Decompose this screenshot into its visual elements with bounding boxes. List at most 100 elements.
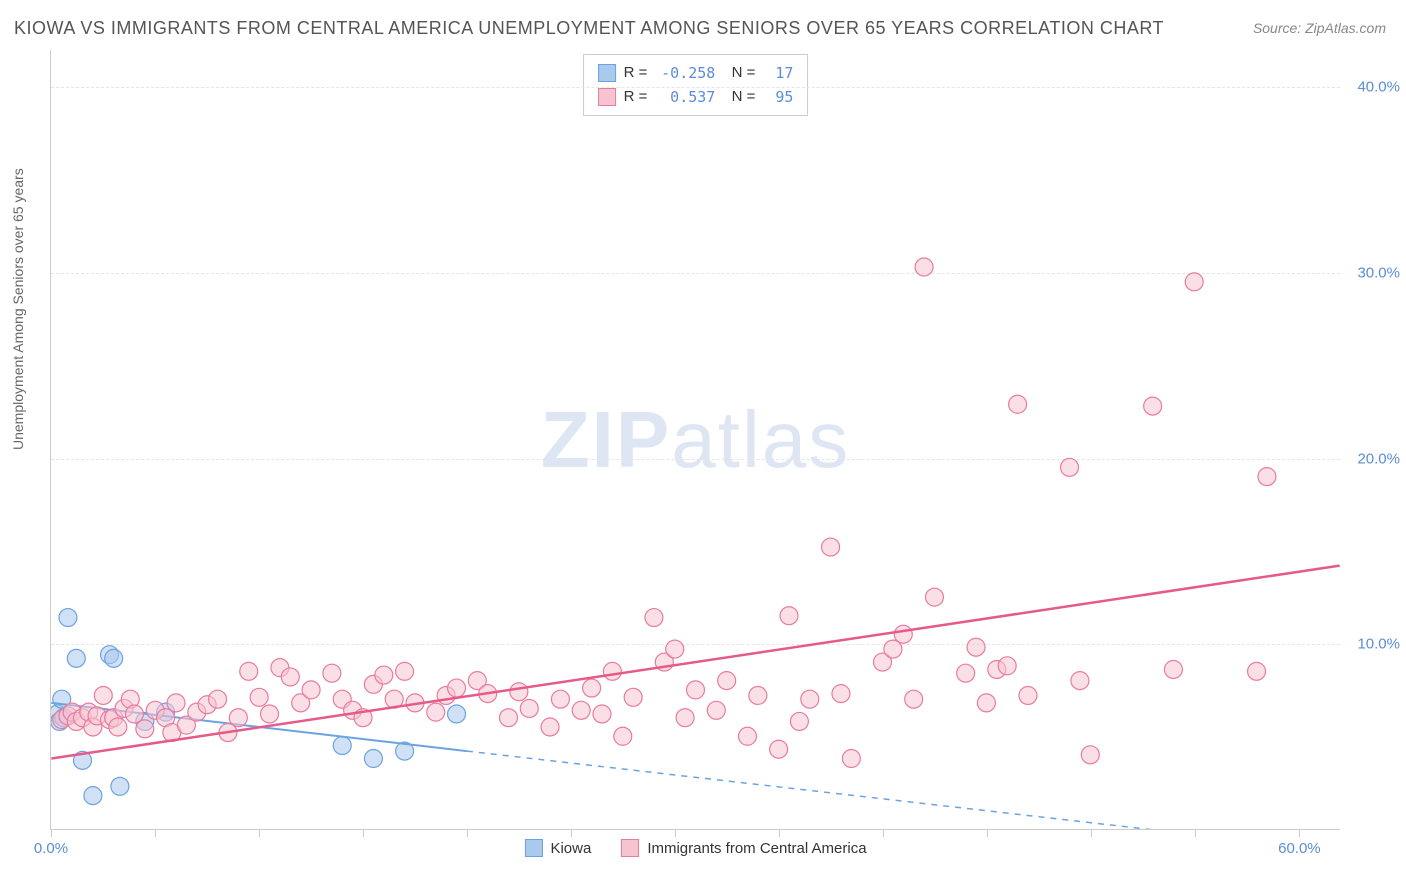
data-point bbox=[261, 705, 279, 723]
data-point bbox=[281, 668, 299, 686]
data-point bbox=[448, 679, 466, 697]
xtick bbox=[1299, 829, 1300, 837]
xtick bbox=[259, 829, 260, 837]
xtick bbox=[779, 829, 780, 837]
data-point bbox=[59, 609, 77, 627]
data-point bbox=[551, 690, 569, 708]
xtick bbox=[467, 829, 468, 837]
data-point bbox=[136, 720, 154, 738]
data-point bbox=[1061, 458, 1079, 476]
data-point bbox=[111, 777, 129, 795]
plot-svg bbox=[51, 50, 1340, 829]
trendline-dash bbox=[467, 751, 1340, 829]
chart-area: ZIPatlas R = -0.258 N = 17 R = 0.537 N =… bbox=[50, 50, 1340, 830]
xtick bbox=[571, 829, 572, 837]
data-point bbox=[905, 690, 923, 708]
data-point bbox=[109, 718, 127, 736]
data-point bbox=[718, 672, 736, 690]
data-point bbox=[1144, 397, 1162, 415]
data-point bbox=[1248, 662, 1266, 680]
legend-item: Kiowa bbox=[524, 839, 591, 857]
data-point bbox=[687, 681, 705, 699]
data-point bbox=[333, 737, 351, 755]
legend-label: Immigrants from Central America bbox=[647, 840, 866, 857]
data-point bbox=[94, 686, 112, 704]
xtick bbox=[883, 829, 884, 837]
data-point bbox=[666, 640, 684, 658]
data-point bbox=[229, 709, 247, 727]
trendline bbox=[51, 566, 1339, 759]
data-point bbox=[614, 727, 632, 745]
data-point bbox=[790, 712, 808, 730]
data-point bbox=[998, 657, 1016, 675]
data-point bbox=[645, 609, 663, 627]
data-point bbox=[209, 690, 227, 708]
data-point bbox=[593, 705, 611, 723]
data-point bbox=[84, 787, 102, 805]
data-point bbox=[167, 694, 185, 712]
xtick bbox=[987, 829, 988, 837]
data-point bbox=[396, 662, 414, 680]
data-point bbox=[499, 709, 517, 727]
data-point bbox=[832, 685, 850, 703]
data-point bbox=[1081, 746, 1099, 764]
xtick bbox=[1195, 829, 1196, 837]
ytick-label: 20.0% bbox=[1357, 450, 1400, 467]
data-point bbox=[738, 727, 756, 745]
data-point bbox=[801, 690, 819, 708]
xtick-label: 60.0% bbox=[1278, 840, 1321, 857]
swatch-icon bbox=[524, 839, 542, 857]
data-point bbox=[375, 666, 393, 684]
legend: Kiowa Immigrants from Central America bbox=[524, 839, 866, 857]
data-point bbox=[977, 694, 995, 712]
data-point bbox=[894, 625, 912, 643]
xtick-label: 0.0% bbox=[34, 840, 68, 857]
data-point bbox=[925, 588, 943, 606]
data-point bbox=[105, 649, 123, 667]
data-point bbox=[1164, 661, 1182, 679]
data-point bbox=[676, 709, 694, 727]
data-point bbox=[957, 664, 975, 682]
data-point bbox=[572, 701, 590, 719]
y-axis-label: Unemployment Among Seniors over 65 years bbox=[10, 168, 26, 450]
swatch-icon bbox=[621, 839, 639, 857]
ytick-label: 10.0% bbox=[1357, 636, 1400, 653]
data-point bbox=[67, 649, 85, 667]
data-point bbox=[1258, 468, 1276, 486]
ytick-label: 40.0% bbox=[1357, 79, 1400, 96]
data-point bbox=[1185, 273, 1203, 291]
xtick bbox=[51, 829, 52, 837]
data-point bbox=[603, 662, 621, 680]
data-point bbox=[302, 681, 320, 699]
data-point bbox=[749, 686, 767, 704]
xtick bbox=[363, 829, 364, 837]
data-point bbox=[240, 662, 258, 680]
xtick bbox=[1091, 829, 1092, 837]
legend-label: Kiowa bbox=[550, 840, 591, 857]
data-point bbox=[842, 750, 860, 768]
data-point bbox=[624, 688, 642, 706]
data-point bbox=[967, 638, 985, 656]
ytick-label: 30.0% bbox=[1357, 264, 1400, 281]
data-point bbox=[780, 607, 798, 625]
data-point bbox=[822, 538, 840, 556]
data-point bbox=[1019, 686, 1037, 704]
data-point bbox=[510, 683, 528, 701]
data-point bbox=[520, 699, 538, 717]
data-point bbox=[707, 701, 725, 719]
data-point bbox=[583, 679, 601, 697]
data-point bbox=[250, 688, 268, 706]
data-point bbox=[541, 718, 559, 736]
data-point bbox=[1009, 395, 1027, 413]
data-point bbox=[323, 664, 341, 682]
data-point bbox=[1071, 672, 1089, 690]
legend-item: Immigrants from Central America bbox=[621, 839, 866, 857]
data-point bbox=[448, 705, 466, 723]
chart-title: KIOWA VS IMMIGRANTS FROM CENTRAL AMERICA… bbox=[14, 18, 1164, 39]
data-point bbox=[364, 750, 382, 768]
source-label: Source: ZipAtlas.com bbox=[1253, 20, 1386, 36]
data-point bbox=[427, 703, 445, 721]
xtick bbox=[675, 829, 676, 837]
xtick bbox=[155, 829, 156, 837]
data-point bbox=[915, 258, 933, 276]
